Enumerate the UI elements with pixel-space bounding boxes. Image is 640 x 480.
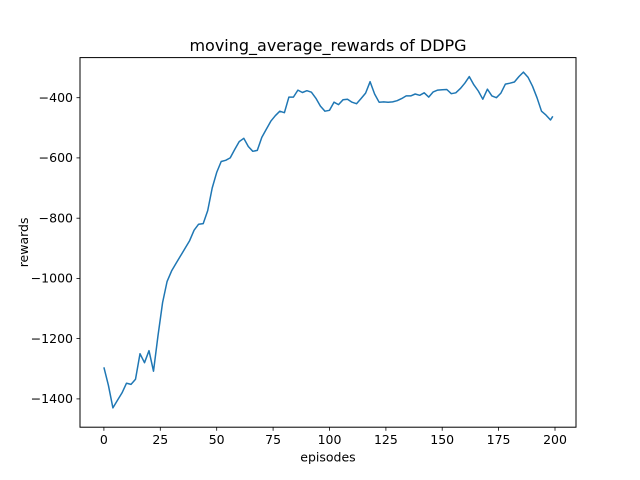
x-tick-label: 75 [265, 432, 281, 447]
rewards-line [103, 71, 554, 409]
x-axis-ticks: 0 25 50 75 100 125 150 175 200 [100, 427, 567, 447]
y-tick-label: −600 [39, 150, 73, 165]
x-axis-label: episodes [300, 450, 355, 465]
x-tick-label: 100 [318, 432, 342, 447]
y-tick-label: −1400 [31, 391, 73, 406]
plot-area-border [79, 57, 577, 428]
y-tick-label: −1000 [31, 271, 73, 286]
x-tick-label: 175 [487, 432, 511, 447]
x-tick-label: 125 [374, 432, 398, 447]
x-tick-label: 150 [430, 432, 454, 447]
y-tick-label: −800 [39, 211, 73, 226]
x-tick-label: 50 [209, 432, 225, 447]
y-tick-label: −400 [39, 90, 73, 105]
x-tick-label: 25 [152, 432, 168, 447]
y-tick-label: −1200 [31, 331, 73, 346]
y-axis-ticks: −1400 −1200 −1000 −800 −600 −400 [31, 90, 80, 406]
chart-title: moving_average_rewards of DDPG [189, 36, 466, 56]
x-tick-label: 200 [543, 432, 567, 447]
y-axis-label: rewards [16, 217, 31, 267]
x-tick-label: 0 [100, 432, 108, 447]
